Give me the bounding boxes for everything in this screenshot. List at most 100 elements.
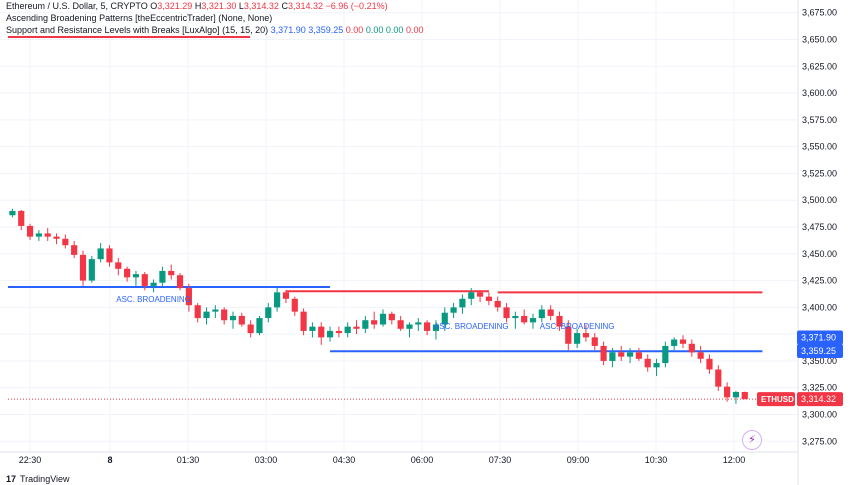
candle: [44, 228, 51, 241]
candle-body: [697, 352, 704, 359]
y-tick-label: 3,600.00: [802, 88, 837, 98]
candle-body: [459, 298, 466, 308]
candle-body: [609, 352, 616, 361]
x-tick-label: 22:30: [19, 455, 42, 465]
x-tick-label: 07:30: [489, 455, 512, 465]
candle: [176, 273, 184, 291]
candle: [9, 208, 16, 218]
indicator-support-resistance[interactable]: Support and Resistance Levels with Break…: [6, 24, 423, 36]
candle-body: [644, 358, 651, 368]
candle-body: [388, 313, 395, 321]
candle-body: [44, 233, 51, 237]
candle-body: [671, 339, 678, 346]
candle: [353, 320, 360, 335]
candle-body: [618, 352, 625, 357]
candle: [397, 315, 404, 331]
candle: [212, 305, 219, 319]
candle: [88, 255, 95, 283]
candle: [291, 296, 298, 316]
candle-body: [53, 236, 60, 239]
candle: [503, 303, 510, 323]
candle: [309, 322, 316, 338]
candle-body: [124, 268, 131, 278]
x-tick-label: 09:00: [567, 455, 590, 465]
candle: [538, 305, 545, 323]
candle-body: [362, 320, 369, 329]
open-label: O: [150, 1, 158, 11]
symbol-tag-label: ETHUSD: [761, 395, 794, 404]
candle: [106, 245, 113, 267]
candle: [732, 390, 740, 404]
candle: [282, 290, 290, 304]
indicator-1-label[interactable]: Ascending Broadening Patterns [theEccent…: [6, 13, 273, 23]
indicator-2-value-3: 0.00: [345, 25, 364, 35]
candle-body: [494, 300, 501, 308]
candle-body: [424, 322, 431, 331]
candle: [300, 308, 307, 336]
candle: [132, 270, 140, 286]
pattern-label: ASC. BROADENING: [116, 295, 191, 304]
candle-body: [397, 320, 404, 329]
candle: [591, 333, 598, 351]
candle-body: [379, 313, 387, 325]
pattern-label: ASC. BROADENING: [540, 322, 615, 331]
candle-body: [335, 330, 342, 334]
candle: [688, 339, 695, 357]
indicator-2-label[interactable]: Support and Resistance Levels with Break…: [6, 25, 269, 35]
low-label: L: [238, 1, 244, 11]
bolt-icon[interactable]: ⚡: [742, 430, 762, 450]
candle: [600, 341, 607, 366]
candle: [335, 326, 342, 338]
candle: [459, 294, 466, 314]
ohlc-row: Ethereum / U.S. Dollar, 5, CRYPTO O3,321…: [6, 0, 423, 12]
y-tick-label: 3,625.00: [802, 61, 837, 71]
symbol-label[interactable]: Ethereum / U.S. Dollar, 5, CRYPTO: [6, 1, 148, 11]
x-tick-label: 10:30: [645, 455, 668, 465]
candle: [379, 309, 387, 327]
candle: [741, 391, 748, 400]
candle-body: [538, 309, 545, 319]
tradingview-mark-icon: 17: [6, 474, 17, 484]
candle: [662, 341, 669, 368]
candle-body: [318, 326, 325, 338]
candle-body: [35, 233, 42, 237]
candle: [618, 345, 625, 361]
candle-body: [132, 274, 140, 278]
candle-body: [344, 326, 351, 334]
candle-body: [732, 392, 740, 398]
candle-body: [574, 333, 581, 344]
high-label: H: [194, 1, 202, 11]
y-tick-label: 3,550.00: [802, 142, 837, 152]
candle: [18, 209, 25, 231]
candle: [671, 337, 678, 351]
indicator-2-value-6: 0.00: [405, 25, 424, 35]
candle: [203, 307, 210, 325]
candle-body: [679, 339, 687, 344]
indicator-ascending-broadening[interactable]: Ascending Broadening Patterns [theEccent…: [6, 12, 423, 24]
y-tick-label: 3,300.00: [802, 410, 837, 420]
candle: [26, 223, 34, 240]
candle: [450, 303, 457, 319]
y-tick-label: 3,325.00: [802, 383, 837, 393]
candle-body: [653, 363, 660, 368]
candle-body: [582, 333, 590, 338]
candle-body: [371, 320, 378, 325]
candle-body: [662, 345, 669, 364]
candle: [529, 313, 537, 329]
tradingview-logo[interactable]: 17 TradingView: [6, 474, 70, 484]
candle: [706, 354, 713, 374]
candle: [318, 322, 325, 345]
candle-body: [476, 292, 484, 297]
close-label: C: [281, 1, 288, 11]
candle: [124, 266, 131, 282]
candle-body: [168, 270, 175, 276]
candle-body: [97, 248, 104, 260]
y-tick-label: 3,675.00: [802, 8, 837, 18]
candle: [194, 303, 201, 323]
x-tick-label: 12:00: [723, 455, 746, 465]
candle: [635, 348, 642, 361]
indicator-2-value-2: 3,359.25: [308, 25, 344, 35]
y-tick-label: 3,575.00: [802, 115, 837, 125]
pattern-annotations: ASC. BROADENING ASC. BROADENING ASC. BROAD…: [116, 295, 614, 331]
